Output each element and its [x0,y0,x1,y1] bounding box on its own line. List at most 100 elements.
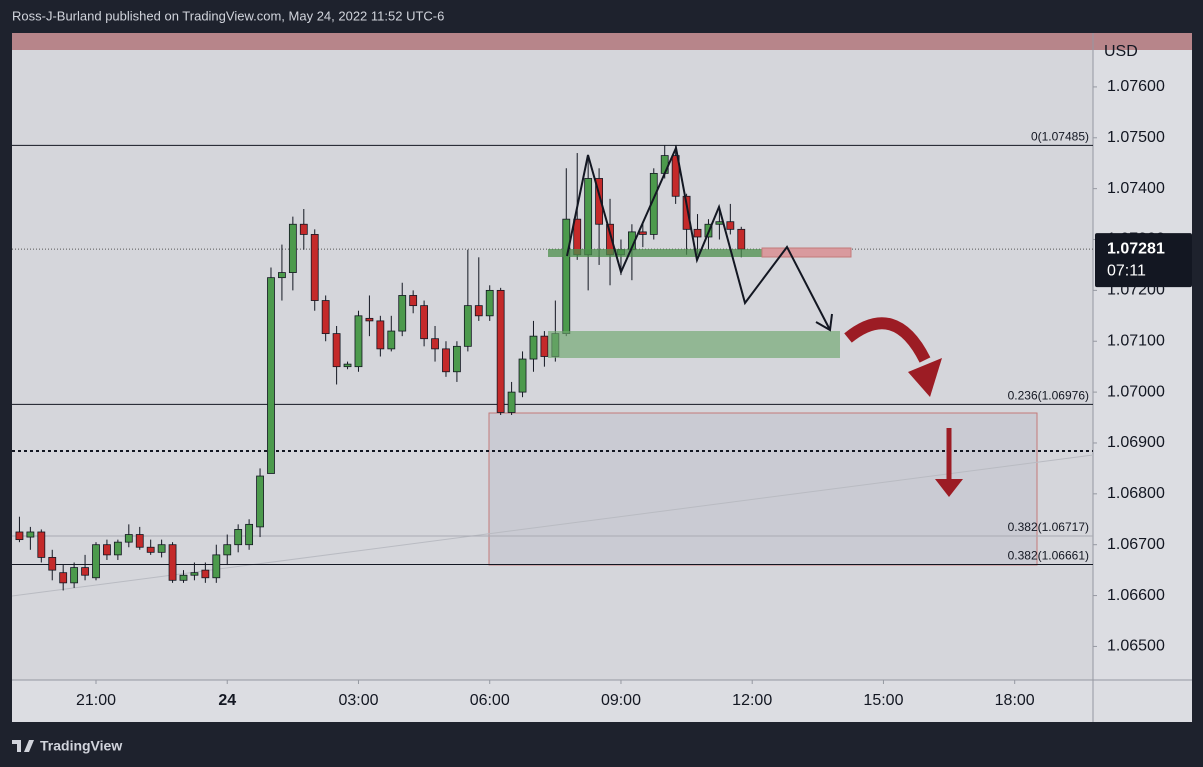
candle-body [365,317,374,322]
candle-body [463,305,472,347]
fib-label: 0.382(1.06661) [1008,549,1089,563]
candle-body [409,295,418,307]
candle-body [638,231,647,235]
time-axis [12,680,1093,722]
candle-body [518,358,527,393]
candle-body [354,315,363,368]
candle-body [726,221,735,230]
demand-zone [548,331,840,358]
projection-arrowhead [815,313,833,332]
candle-body [179,574,188,581]
y-tick-label: 1.06700 [1107,536,1165,553]
top-zone-axis [1093,33,1192,50]
candle-body [190,572,199,576]
candle-body [595,178,603,225]
candle-body [223,544,232,556]
candle-body [267,277,275,474]
x-tick-label: 15:00 [863,692,903,709]
candle-body [453,345,461,373]
candle-body [124,534,133,543]
candle-body [157,544,166,553]
candle-body [15,531,24,541]
last-price-label: 1.07281 [1107,240,1165,257]
candle-body [37,531,46,558]
x-tick-label: 12:00 [732,692,772,709]
y-tick-label: 1.07500 [1107,129,1165,146]
candle-body [671,155,680,197]
candle-body [496,289,505,413]
candle-body [376,320,385,350]
candle-body [48,557,57,571]
fib-label: 0.236(1.06976) [1008,388,1089,402]
candle-body [103,544,111,556]
candle-body [387,330,396,350]
y-tick-label: 1.06500 [1107,638,1165,655]
candle-body [529,335,538,360]
candle-body [201,569,210,579]
countdown-label: 07:11 [1107,262,1146,279]
publish-header: Ross-J-Burland published on TradingView.… [12,8,444,23]
candle-body [212,554,221,579]
candle-body [135,534,144,548]
x-tick-label: 24 [218,692,236,709]
candle-body [507,391,516,413]
y-tick-label: 1.07400 [1107,180,1165,197]
candle-body [278,272,286,279]
x-tick-label: 18:00 [995,692,1035,709]
down-arrow-head [935,479,963,497]
candle-body [113,541,122,556]
x-tick-label: 06:00 [470,692,510,709]
candle-body [234,529,243,546]
last-price-box [1095,233,1192,288]
candle-body [398,295,407,332]
candle-body [81,567,89,576]
top-zone [12,33,1093,50]
y-tick-label: 1.06800 [1107,485,1165,502]
price-axis [1093,33,1192,722]
neckline-zone [548,249,762,257]
candle-body [431,338,439,350]
resistance-zone [761,247,852,258]
curved-arrow-head [908,358,942,397]
curved-arrow [844,317,931,363]
candle-body [321,300,330,335]
y-tick-label: 1.06900 [1107,434,1165,451]
candle-body [540,335,549,357]
candle-body [420,305,429,340]
candle-body [660,155,669,174]
candle-body [562,218,571,335]
candle-body [310,234,319,301]
y-tick-label: 1.07600 [1107,78,1165,95]
candle-body [26,531,35,538]
candle-body [682,195,691,230]
candle-body [146,546,155,553]
currency-label: USD [1104,43,1138,60]
candle-body [693,228,702,238]
candle-body [442,348,450,373]
candle-body [299,223,308,235]
y-tick-label: 1.07000 [1107,383,1165,400]
y-tick-label: 1.06600 [1107,587,1165,604]
tradingview-logo: TradingView [12,738,122,754]
candle-body [715,221,724,225]
fib-label: 0.382(1.06717) [1008,520,1089,534]
candle-body [168,544,177,581]
candle-body [474,305,483,317]
candle-body [288,223,297,273]
x-tick-label: 09:00 [601,692,641,709]
candle-body [737,228,746,250]
candle-body [59,572,68,584]
candle-body [256,475,264,528]
logo-text: TradingView [40,738,122,754]
candle-body [584,178,593,256]
x-tick-label: 03:00 [338,692,378,709]
y-tick-label: 1.07100 [1107,332,1165,349]
candle-body [485,289,494,317]
projection-zigzag [566,144,831,331]
candle-body [245,523,254,546]
fib-label: 0(1.07485) [1031,130,1089,144]
candle-body [332,333,341,368]
x-tick-label: 21:00 [76,692,116,709]
candle-body [343,363,352,368]
